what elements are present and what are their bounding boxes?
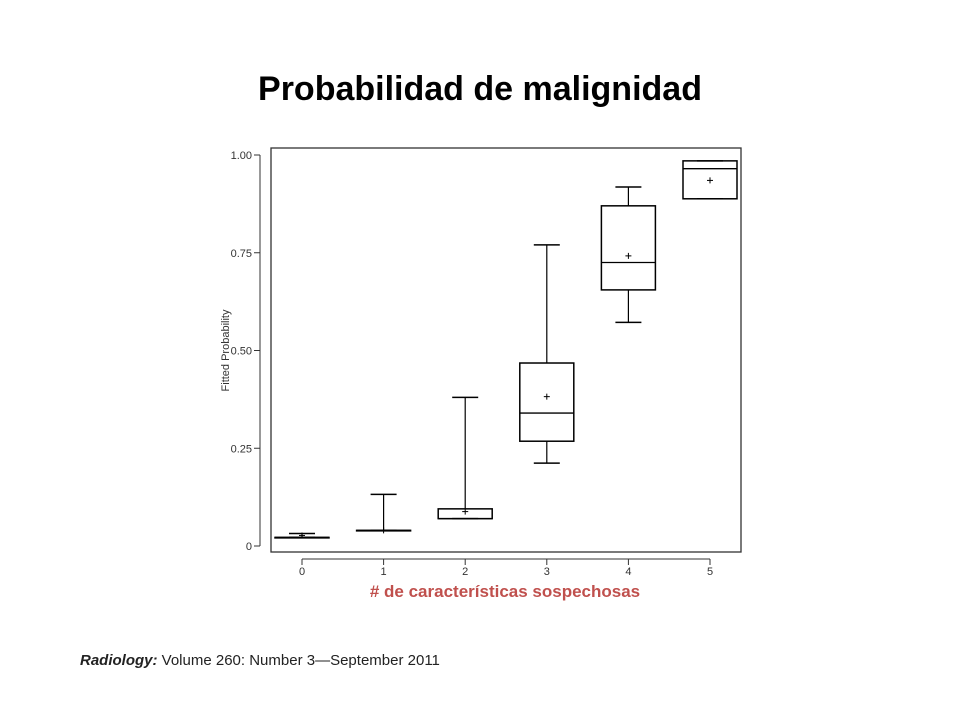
x-tick-label: 0	[299, 566, 305, 578]
box-iqr	[682, 160, 738, 200]
plot-frame	[270, 147, 742, 553]
slide-title: Probabilidad de malignidad	[258, 70, 702, 108]
y-tick-label: 0.50	[231, 346, 252, 358]
citation-journal: Radiology:	[80, 652, 158, 669]
citation-detail: Volume 260: Number 3—September 2011	[157, 652, 440, 669]
x-axis-label: # de características sospechosas	[369, 582, 641, 601]
x-tick-label: 3	[544, 566, 550, 578]
y-tick-label: 0.25	[231, 443, 252, 455]
x-tick-label: 2	[462, 566, 468, 578]
citation: Radiology: Volume 260: Number 3—Septembe…	[80, 652, 440, 669]
y-axis-title: Fitted Probability	[220, 309, 232, 391]
y-tick-label: 0	[246, 541, 252, 553]
box-iqr	[519, 362, 575, 442]
x-tick-label: 4	[625, 566, 631, 578]
x-tick-label: 1	[381, 566, 387, 578]
x-tick-label: 5	[707, 566, 713, 578]
box-iqr	[600, 205, 657, 291]
y-tick-label: 0.75	[231, 248, 252, 260]
y-tick-label: 1.00	[231, 150, 252, 162]
